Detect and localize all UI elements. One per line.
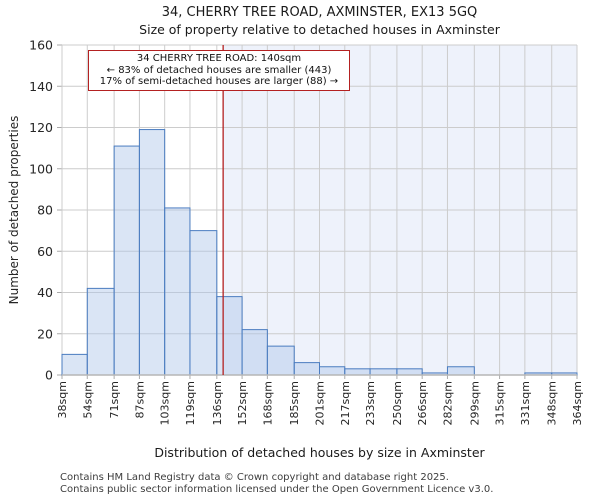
y-tick-label: 0 (45, 368, 53, 383)
histogram-bar (344, 368, 371, 376)
y-tick-label: 40 (37, 285, 53, 300)
annotation-larger-share: 17% of semi-detached houses are larger (… (99, 76, 339, 87)
y-tick-label: 80 (37, 203, 53, 218)
histogram-bar (189, 230, 218, 376)
x-tick-label: 233sqm (364, 381, 377, 425)
histogram-bar (293, 362, 321, 376)
histogram-bar (164, 207, 191, 376)
histogram-bar (113, 145, 140, 376)
annotation-property-size: 34 CHERRY TREE ROAD: 140sqm (136, 53, 302, 64)
histogram-bar (86, 287, 115, 376)
histogram-bar (216, 296, 243, 376)
property-annotation-box: 34 CHERRY TREE ROAD: 140sqm ← 83% of det… (88, 50, 350, 91)
x-tick-label: 331sqm (519, 381, 532, 425)
x-tick-label: 185sqm (288, 381, 301, 425)
x-tick-label: 136sqm (211, 381, 224, 425)
histogram-bar (396, 368, 423, 376)
y-tick-label: 140 (29, 79, 53, 94)
x-tick-label: 71sqm (108, 381, 121, 418)
x-tick-label: 87sqm (133, 381, 146, 418)
footer-line-1: Contains HM Land Registry data © Crown c… (60, 472, 449, 483)
x-tick-label: 54sqm (81, 381, 94, 418)
y-tick-label: 160 (29, 38, 53, 53)
x-tick-label: 348sqm (546, 381, 559, 425)
chart-subtitle: Size of property relative to detached ho… (139, 22, 500, 37)
x-tick-label: 168sqm (261, 381, 274, 425)
histogram-bar (266, 345, 295, 376)
y-tick-label: 100 (29, 161, 53, 176)
attribution-footer: Contains HM Land Registry data © Crown c… (60, 472, 493, 495)
footer-line-2: Contains public sector information licen… (60, 483, 494, 495)
histogram-bar (446, 366, 475, 376)
annotation-smaller-share: ← 83% of detached houses are smaller (44… (106, 64, 332, 76)
x-tick-label: 103sqm (159, 381, 172, 425)
x-tick-label: 364sqm (571, 381, 584, 425)
y-tick-label: 60 (37, 244, 53, 259)
x-tick-label: 299sqm (468, 381, 481, 425)
chart-title: 34, CHERRY TREE ROAD, AXMINSTER, EX13 5G… (161, 5, 478, 20)
x-tick-label: 315sqm (494, 381, 507, 425)
histogram-bar (319, 366, 346, 376)
x-axis-title: Distribution of detached houses by size … (154, 445, 485, 460)
x-tick-label: 250sqm (391, 381, 404, 425)
y-tick-label: 120 (29, 120, 53, 135)
x-tick-label: 119sqm (184, 381, 197, 425)
histogram-bar (138, 129, 166, 376)
histogram-bar (369, 368, 398, 376)
y-tick-label: 20 (37, 326, 53, 341)
x-tick-label: 201sqm (314, 381, 327, 425)
histogram-plot: 0 20 40 60 80 100 120 140 160 38sqm 54sqm 71sqm 87sq… (29, 38, 584, 426)
x-tick-label: 152sqm (236, 381, 249, 425)
x-tick-label: 282sqm (441, 381, 454, 425)
x-tick-label: 266sqm (416, 381, 429, 425)
x-tick-label: 217sqm (339, 381, 352, 425)
histogram-bar (241, 329, 268, 376)
histogram-bar (61, 353, 88, 376)
x-tick-label: 38sqm (56, 381, 69, 418)
